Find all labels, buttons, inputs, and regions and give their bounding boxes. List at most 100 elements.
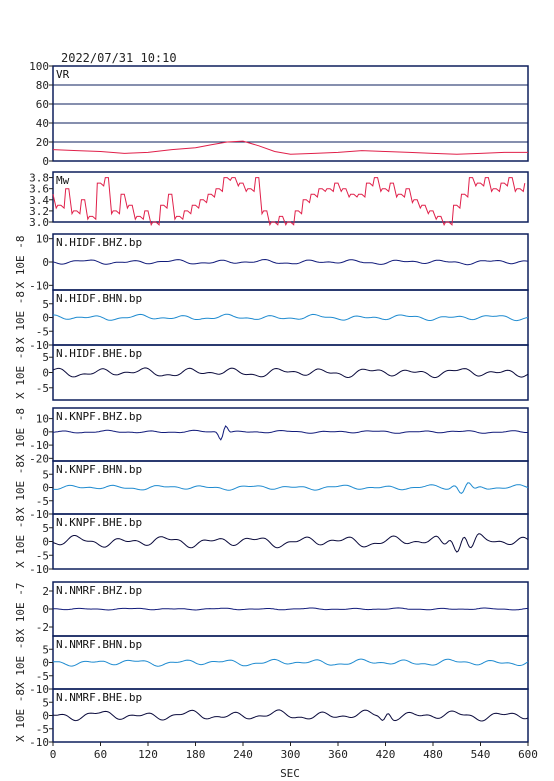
y-tick-label: 0 bbox=[42, 710, 49, 723]
panel-mw: 3.03.23.43.63.8 Mw bbox=[29, 171, 529, 229]
panel-label: N.HIDF.BHZ.bp bbox=[56, 236, 142, 249]
y-tick-label: -20 bbox=[29, 452, 49, 465]
y-tick-label: -5 bbox=[36, 723, 49, 736]
y-unit-label: X 10E -8 bbox=[14, 346, 27, 399]
panel-vr: 0 20 40 60 80 100 VR bbox=[29, 60, 529, 168]
y-unit-label: X 10E -8 bbox=[14, 236, 27, 289]
y-tick-label: 0 bbox=[42, 482, 49, 495]
panel-label: Mw bbox=[56, 174, 70, 187]
y-unit-label: X 10E -8 bbox=[14, 461, 27, 514]
y-tick-label: 0 bbox=[42, 426, 49, 439]
y-tick-label: 0 bbox=[42, 367, 49, 380]
y-tick-label: 5 bbox=[42, 298, 49, 311]
panel-nmrf-bhz: -2 0 2 N.NMRF.BHZ.bp X 10E -7 bbox=[14, 581, 529, 637]
y-tick-label: 100 bbox=[29, 60, 49, 73]
x-tick-label: 600 bbox=[518, 748, 538, 761]
panel-frame bbox=[52, 171, 529, 223]
y-tick-label: 3.4 bbox=[29, 194, 49, 207]
x-tick-label: 120 bbox=[138, 748, 158, 761]
series-line bbox=[52, 482, 529, 495]
x-axis-label: SEC bbox=[280, 767, 300, 780]
y-tick-label: 0 bbox=[42, 155, 49, 168]
panel-hidf-bhe: -5 0 5 N.HIDF.BHE.bp X 10E -8 bbox=[14, 344, 529, 401]
y-tick-label: -10 bbox=[29, 339, 49, 352]
x-tick-label: 480 bbox=[423, 748, 443, 761]
y-tick-label: 5 bbox=[42, 351, 49, 364]
y-tick-label: -2 bbox=[36, 621, 49, 634]
y-unit-label: X 10E -8 bbox=[14, 291, 27, 344]
y-unit-label: X 10E -8 bbox=[14, 515, 27, 568]
y-unit-label: X 10E -8 bbox=[14, 689, 27, 742]
panel-label: N.NMRF.BHE.bp bbox=[56, 691, 142, 704]
x-tick-label: 540 bbox=[471, 748, 491, 761]
series-line bbox=[52, 709, 529, 722]
panel-label: N.NMRF.BHN.bp bbox=[56, 638, 142, 651]
y-tick-label: -10 bbox=[29, 736, 49, 749]
panel-label: N.KNPF.BHE.bp bbox=[56, 516, 142, 529]
panel-label: N.HIDF.BHN.bp bbox=[56, 292, 142, 305]
y-tick-label: 60 bbox=[36, 98, 49, 111]
x-tick-label: 420 bbox=[376, 748, 396, 761]
y-tick-label: 0 bbox=[42, 603, 49, 616]
y-tick-label: -10 bbox=[29, 279, 49, 292]
y-tick-label: 0 bbox=[42, 256, 49, 269]
y-tick-label: 3.6 bbox=[29, 183, 49, 196]
panel-nmrf-bhe: -10-505 N.NMRF.BHE.bp X 10E -8 bbox=[14, 688, 529, 749]
figure-title: 2022/07/31 10:10 bbox=[61, 51, 177, 65]
y-unit-label: X 10E -8 bbox=[14, 408, 27, 461]
y-tick-label: 3.8 bbox=[29, 172, 49, 185]
y-tick-label: 10 bbox=[36, 233, 49, 246]
y-tick-label: -5 bbox=[36, 382, 49, 395]
series-line bbox=[52, 258, 529, 266]
panel-label: N.NMRF.BHZ.bp bbox=[56, 584, 142, 597]
y-tick-label: 3.2 bbox=[29, 205, 49, 218]
series-line bbox=[53, 313, 529, 322]
panel-knpf-bhn: -10-505 N.KNPF.BHN.bp X 10E -8 bbox=[14, 460, 529, 521]
y-tick-label: -5 bbox=[36, 325, 49, 338]
series-line bbox=[52, 425, 528, 441]
y-tick-label: -10 bbox=[29, 508, 49, 521]
panel-nmrf-bhn: -10-505 N.NMRF.BHN.bp X 10E -8 bbox=[14, 635, 529, 696]
panel-label: N.HIDF.BHE.bp bbox=[56, 347, 142, 360]
series-line bbox=[52, 367, 529, 379]
panel-label: N.KNPF.BHN.bp bbox=[56, 463, 142, 476]
y-tick-label: -5 bbox=[36, 670, 49, 683]
panel-frame bbox=[52, 65, 529, 162]
y-unit-label: X 10E -7 bbox=[14, 583, 27, 636]
x-tick-label: 300 bbox=[281, 748, 301, 761]
x-tick-label: 360 bbox=[328, 748, 348, 761]
y-tick-label: 0 bbox=[42, 657, 49, 670]
y-tick-label: 2 bbox=[42, 585, 49, 598]
x-tick-label: 60 bbox=[94, 748, 107, 761]
y-tick-label: 20 bbox=[36, 136, 49, 149]
y-tick-label: -10 bbox=[29, 563, 49, 576]
x-tick-label: 0 bbox=[50, 748, 57, 761]
series-line bbox=[52, 140, 528, 155]
series-line bbox=[52, 533, 529, 553]
x-axis: 0 60 120 180 240 300 360 420 480 540 600 bbox=[50, 742, 538, 761]
x-tick-label: 240 bbox=[233, 748, 253, 761]
y-tick-label: -5 bbox=[36, 495, 49, 508]
y-tick-label: 5 bbox=[42, 522, 49, 535]
series-line bbox=[53, 607, 528, 611]
panel-hidf-bhn: -10-505 N.HIDF.BHN.bp X 10E -8 bbox=[14, 289, 529, 352]
panel-label: N.KNPF.BHZ.bp bbox=[56, 410, 142, 423]
y-tick-label: 5 bbox=[42, 643, 49, 656]
series-line bbox=[52, 177, 526, 227]
y-tick-label: 80 bbox=[36, 79, 49, 92]
y-tick-label: 3.0 bbox=[29, 216, 49, 229]
panel-hidf-bhz: -10 0 10 N.HIDF.BHZ.bp X 10E -8 bbox=[14, 233, 529, 292]
panel-label: VR bbox=[56, 68, 70, 81]
y-tick-label: -5 bbox=[36, 549, 49, 562]
y-tick-label: -10 bbox=[29, 683, 49, 696]
y-tick-label: 40 bbox=[36, 117, 49, 130]
y-tick-label: -10 bbox=[29, 439, 49, 452]
x-tick-label: 180 bbox=[186, 748, 206, 761]
y-tick-label: 0 bbox=[42, 312, 49, 325]
y-tick-label: 0 bbox=[42, 536, 49, 549]
y-tick-label: 5 bbox=[42, 468, 49, 481]
y-unit-label: X 10E -8 bbox=[14, 636, 27, 689]
